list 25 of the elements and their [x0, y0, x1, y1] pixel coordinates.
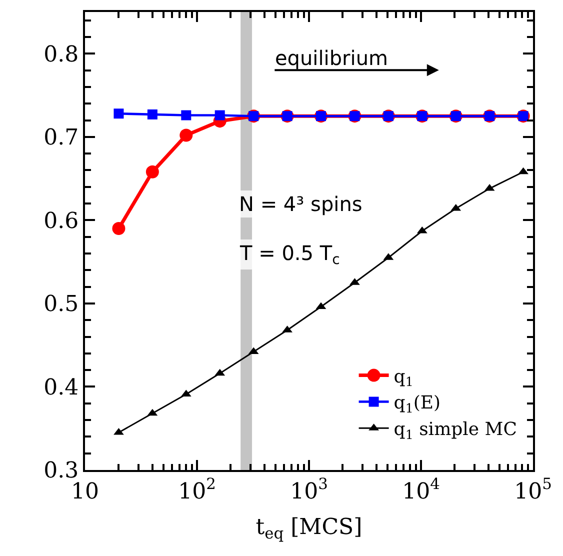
point [180, 128, 193, 142]
point [181, 110, 192, 120]
point [147, 109, 158, 120]
legend-label: q$_{1}$(E) [394, 392, 441, 416]
y-tick-label: 0.4 [44, 375, 79, 400]
x-tick-label: 10$^{4}$ [402, 475, 440, 504]
annotation: N = 4³ spins [239, 192, 362, 216]
x-tick-label: 10$^{2}$ [178, 475, 216, 504]
point [112, 222, 126, 236]
point [214, 110, 225, 120]
y-tick-label: 0.8 [44, 42, 79, 68]
point [114, 108, 124, 119]
y-tick-label: 0.5 [44, 292, 79, 318]
x-axis-title: t$_{eq}$ [MCS] [256, 514, 362, 542]
point [518, 167, 528, 174]
y-tick-label: 0.6 [44, 208, 79, 234]
x-tick-label: 10$^{5}$ [514, 475, 552, 504]
y-tick-label: 0.7 [44, 126, 79, 151]
legend-label: q$_{1}$ [394, 366, 414, 390]
annotation: T = 0.5 T$_{c}$ [239, 241, 340, 268]
x-tick-label: 10$^{3}$ [290, 475, 328, 504]
legend-label: q$_{1}$ simple MC [394, 419, 517, 442]
annotation: equilibrium [275, 46, 388, 70]
x-tick-label: 10 [71, 479, 99, 504]
point [146, 165, 159, 178]
